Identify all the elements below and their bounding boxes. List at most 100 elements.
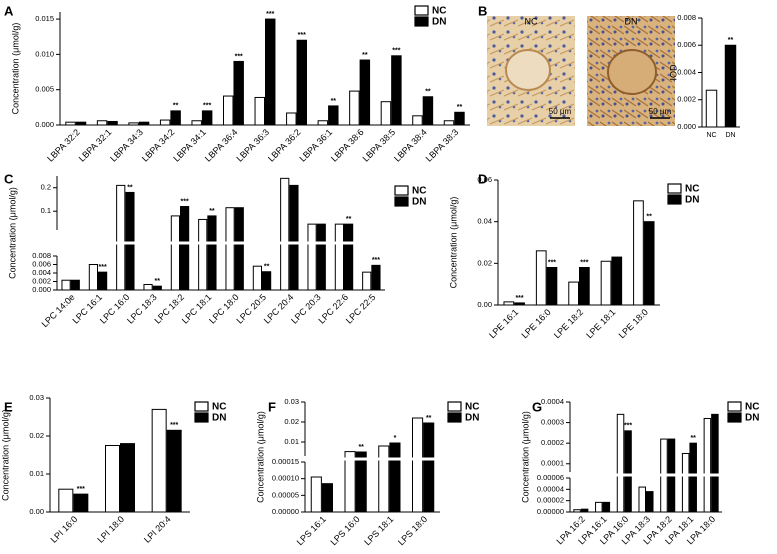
significance: ***: [548, 259, 556, 266]
y-tick-label: 0.00: [477, 300, 492, 309]
bar: [75, 121, 87, 126]
bar: [568, 281, 580, 306]
significance: **: [346, 216, 352, 223]
legend-label: DN: [745, 413, 759, 424]
significance: ***: [99, 264, 107, 271]
significance: ***: [515, 295, 523, 302]
bar: [321, 483, 333, 513]
bar: [128, 122, 139, 126]
axis-break: [299, 457, 442, 461]
x-tick-label: LPE 16:1: [487, 307, 520, 340]
legend-label: DN: [432, 17, 446, 28]
bar: [116, 184, 126, 291]
axis-break: [51, 241, 387, 245]
scale-bar-label: 50 μm: [649, 107, 672, 116]
bar: [233, 60, 244, 126]
bar: [334, 223, 344, 291]
legend-label: DN: [212, 413, 226, 424]
bar: [624, 430, 632, 513]
y-axis-label: Concentration (μmol/g): [255, 411, 265, 503]
bar: [286, 112, 297, 126]
bar: [412, 115, 423, 126]
significance: **: [264, 264, 270, 271]
micrograph-label: NC: [525, 16, 538, 26]
x-tick-label: LPS 18:0: [396, 514, 429, 547]
legend-swatch: [394, 185, 409, 196]
significance: **: [155, 278, 161, 285]
significance: **: [362, 52, 368, 59]
y-tick-label: 0.03: [29, 393, 44, 402]
bar: [681, 452, 690, 513]
bar: [328, 105, 339, 126]
bar: [371, 264, 381, 291]
significance: ***: [392, 48, 400, 55]
y-tick-label: 0.005: [35, 85, 54, 94]
y-tick-label: 0.01: [29, 469, 44, 478]
y-tick-label: 0.01: [284, 437, 299, 446]
bar: [514, 302, 525, 306]
significance: ***: [266, 11, 274, 18]
y-tick-label: 0.02: [477, 258, 492, 267]
y-tick-label: 0.00006: [537, 473, 564, 482]
legend-swatch: [394, 196, 409, 207]
bar: [638, 486, 647, 513]
bar: [703, 417, 712, 513]
legend-swatch: [667, 194, 682, 205]
axis-break: [564, 473, 724, 477]
bar: [310, 476, 322, 513]
significance: **: [426, 415, 432, 422]
y-tick-label: 0.00002: [537, 496, 564, 505]
micrograph-nc: [487, 16, 575, 126]
bar: [646, 491, 654, 513]
x-tick-label: LBPA 32:1: [77, 127, 114, 164]
panel-letter: F: [268, 399, 276, 414]
significance: **: [457, 104, 463, 111]
y-tick-label: 0.00004: [537, 484, 564, 493]
legend-swatch: [194, 401, 209, 412]
bar: [170, 110, 181, 126]
bar: [362, 271, 372, 291]
bar: [573, 509, 581, 513]
bar: [711, 413, 719, 513]
x-tick-label: LBPA 32:2: [45, 127, 82, 164]
y-tick-label: 0.00015: [272, 457, 299, 466]
x-tick-label: LBPA 36:3: [234, 127, 271, 164]
y-tick-label: 0.00: [29, 507, 44, 516]
significance: ***: [203, 103, 211, 110]
bar: [170, 215, 181, 291]
legend-swatch: [194, 412, 209, 423]
bar: [391, 55, 402, 126]
bar: [70, 279, 80, 291]
y-tick-label: 0.008: [677, 13, 696, 22]
y-tick-label: 0.006: [32, 259, 51, 268]
significance: **: [127, 184, 133, 191]
bar: [105, 445, 120, 513]
bar: [378, 445, 390, 513]
y-tick-label: 0.00000: [537, 507, 564, 516]
bar: [166, 429, 182, 513]
bar: [96, 120, 108, 126]
panel-letter: E: [4, 399, 13, 414]
bar: [207, 215, 217, 291]
x-tick-label: LBPA 36:4: [203, 127, 240, 164]
legend-label: NC: [212, 402, 226, 413]
y-tick-label: 0.00010: [272, 474, 299, 483]
y-tick-label: 0.015: [35, 14, 54, 23]
legend-swatch: [447, 412, 462, 423]
panel-letter: G: [532, 399, 542, 414]
bar: [191, 120, 202, 126]
significance: **: [209, 208, 215, 215]
y-tick-label: 0.006: [677, 40, 696, 49]
bar: [225, 207, 235, 291]
x-tick-label: LPS 18:1: [362, 514, 395, 547]
bar: [611, 256, 623, 306]
bar: [355, 451, 367, 513]
significance: ***: [235, 53, 243, 60]
legend-swatch: [414, 5, 429, 16]
legend-label: NC: [412, 186, 426, 197]
legend-label: NC: [685, 184, 699, 195]
x-tick-label: LPE 16:0: [519, 307, 552, 340]
bar: [143, 283, 153, 291]
bar: [151, 408, 167, 513]
bar: [602, 501, 611, 513]
